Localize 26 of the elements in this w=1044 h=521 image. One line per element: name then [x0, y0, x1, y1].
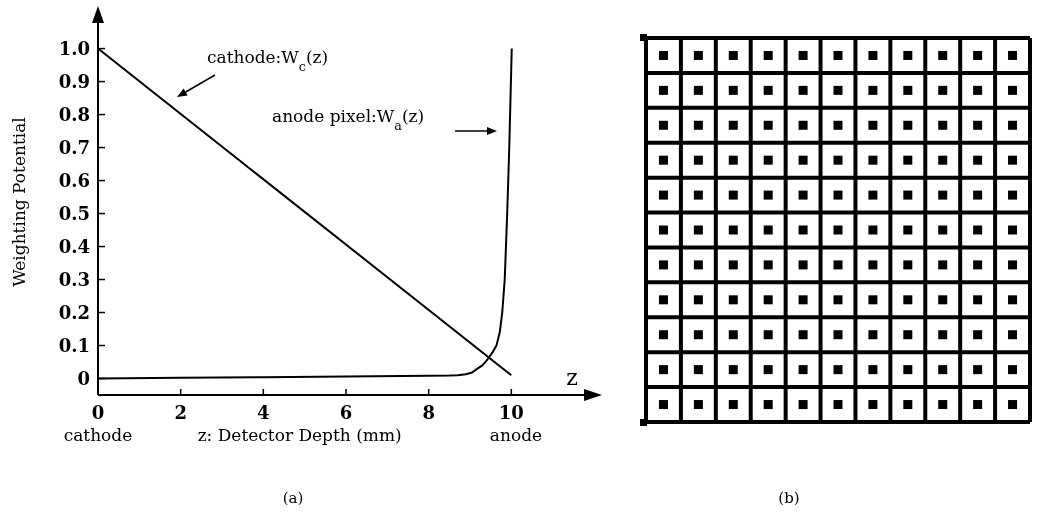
y-tick-label: 0.4 [58, 235, 90, 257]
text: cathode [63, 425, 133, 445]
annotation: anode pixel:W$_{a}$(z) [272, 106, 425, 133]
x-axis-title: z: Detector Depth (mm) [197, 425, 402, 445]
y-tick-label: 0.3 [58, 268, 90, 290]
y-axis-title: Weighting Potential [9, 117, 29, 287]
y-tick-label: 1.0 [58, 37, 90, 59]
y-tick-label: 0.7 [58, 136, 90, 158]
y-tick-label: 0.1 [58, 334, 90, 356]
annotation: cathode:W$_{c}$(z) [207, 47, 329, 74]
x-tick-label: 10 [498, 402, 524, 423]
y-tick-label: 0.8 [58, 103, 90, 125]
annotation: z [566, 365, 578, 390]
x-tick-label: 0 [91, 402, 105, 423]
x-tick-label: 8 [422, 402, 435, 423]
y-tick-label: 0.2 [58, 301, 90, 323]
text: anode [489, 425, 543, 445]
x-tick-label: 2 [174, 402, 187, 423]
text: (b) [778, 489, 800, 507]
y-tick-label: 0.9 [58, 70, 90, 92]
x-tick-label: 4 [257, 402, 270, 423]
y-tick-label: 0 [77, 367, 90, 389]
y-tick-label: 0.6 [58, 169, 90, 191]
y-tick-label: 0.5 [58, 202, 90, 224]
text: (a) [282, 489, 304, 507]
x-tick-label: 6 [339, 402, 353, 423]
